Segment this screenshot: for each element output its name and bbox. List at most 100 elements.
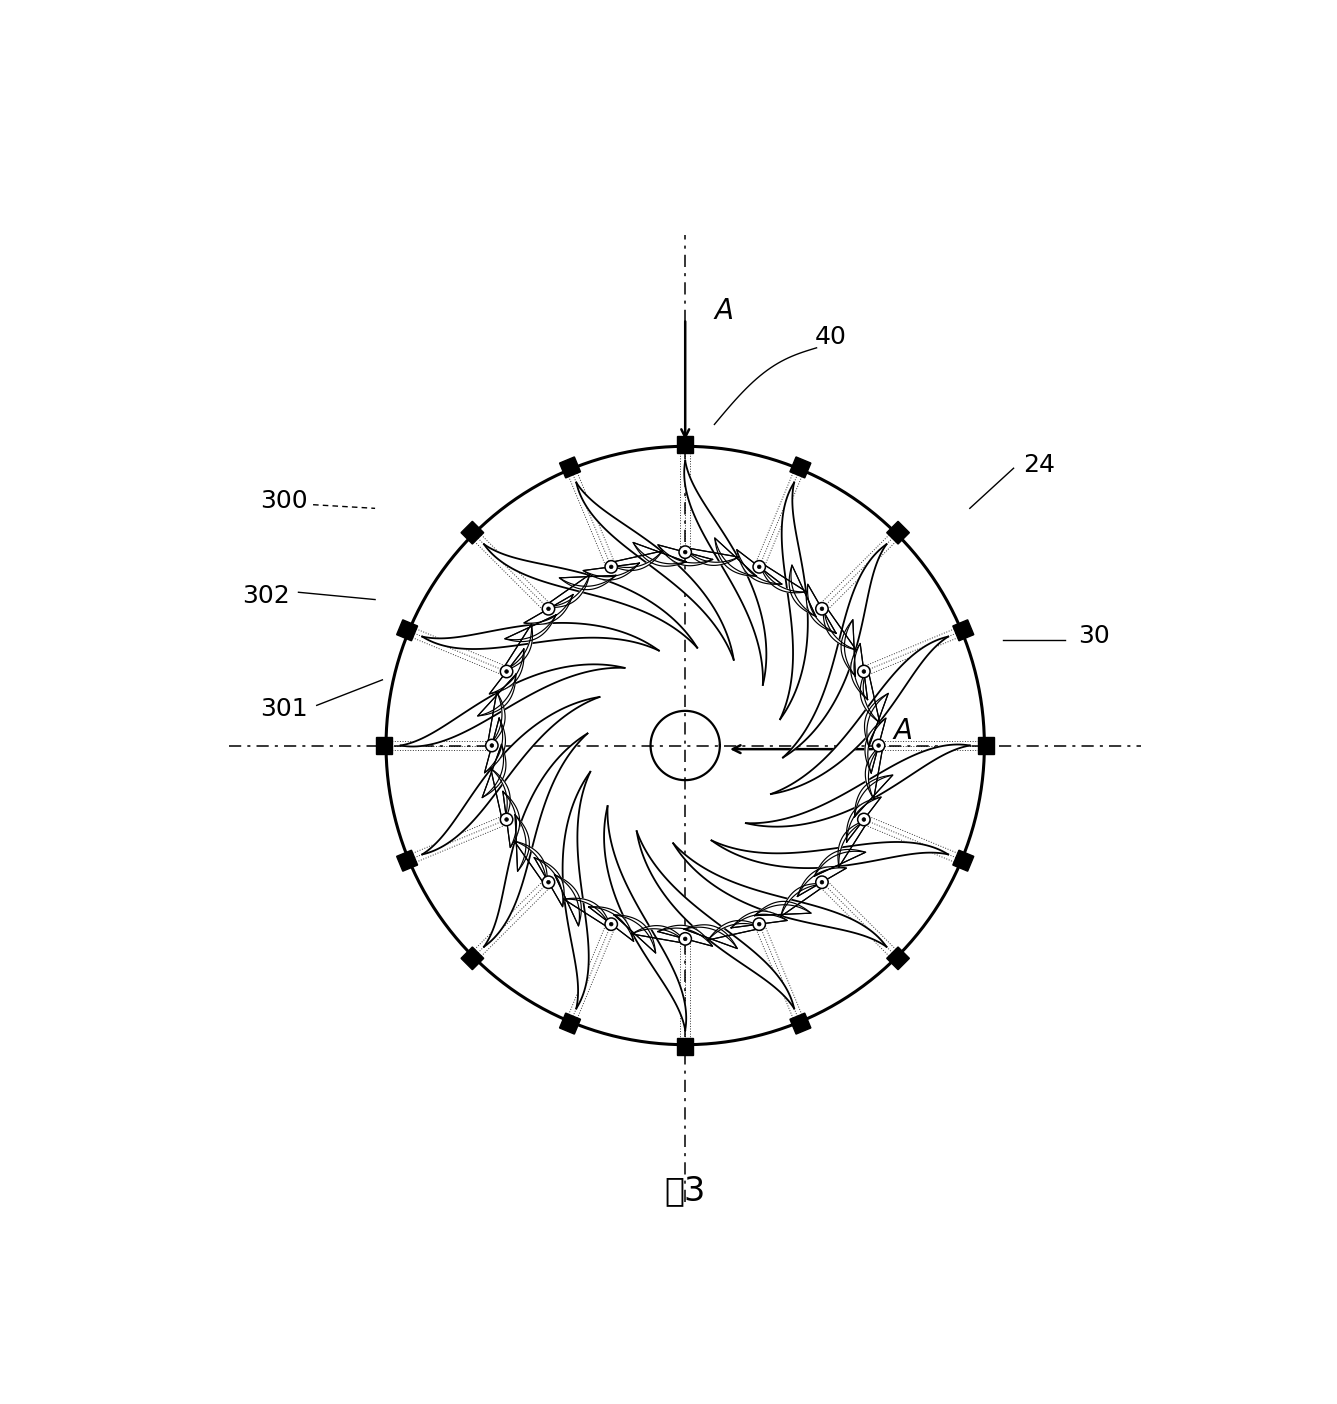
- Circle shape: [543, 602, 555, 615]
- Polygon shape: [854, 775, 893, 817]
- Circle shape: [485, 740, 499, 751]
- Polygon shape: [489, 649, 524, 694]
- Polygon shape: [886, 946, 909, 970]
- Circle shape: [505, 817, 508, 821]
- Text: A: A: [893, 717, 912, 746]
- Circle shape: [857, 665, 870, 678]
- Polygon shape: [607, 550, 662, 570]
- Polygon shape: [790, 1014, 810, 1035]
- Circle shape: [505, 670, 508, 674]
- Polygon shape: [487, 692, 505, 748]
- Polygon shape: [614, 915, 655, 953]
- Polygon shape: [850, 643, 868, 699]
- Polygon shape: [841, 619, 856, 677]
- Polygon shape: [501, 623, 532, 671]
- Polygon shape: [401, 664, 624, 747]
- Circle shape: [757, 564, 761, 569]
- Polygon shape: [583, 563, 639, 580]
- Polygon shape: [505, 615, 556, 642]
- Polygon shape: [422, 623, 659, 650]
- Polygon shape: [711, 841, 948, 868]
- Polygon shape: [604, 806, 686, 1031]
- Polygon shape: [677, 437, 694, 452]
- Polygon shape: [860, 667, 880, 723]
- Circle shape: [872, 740, 885, 751]
- Polygon shape: [634, 542, 686, 566]
- Polygon shape: [484, 545, 697, 647]
- Circle shape: [679, 546, 691, 559]
- Polygon shape: [535, 858, 564, 907]
- Text: 图3: 图3: [664, 1174, 706, 1207]
- Circle shape: [491, 744, 493, 747]
- Polygon shape: [731, 911, 787, 928]
- Polygon shape: [564, 899, 611, 929]
- Circle shape: [877, 744, 880, 747]
- Text: 302: 302: [242, 584, 290, 608]
- Circle shape: [606, 560, 618, 573]
- Circle shape: [500, 665, 513, 678]
- Polygon shape: [677, 1039, 694, 1054]
- Polygon shape: [685, 461, 766, 685]
- Circle shape: [862, 817, 865, 821]
- Polygon shape: [781, 883, 828, 917]
- Circle shape: [610, 922, 614, 927]
- Polygon shape: [783, 545, 886, 758]
- Polygon shape: [503, 792, 520, 848]
- Polygon shape: [886, 521, 909, 543]
- Polygon shape: [759, 562, 806, 592]
- Polygon shape: [797, 866, 846, 896]
- Polygon shape: [491, 768, 511, 824]
- Polygon shape: [674, 844, 886, 946]
- Circle shape: [862, 670, 865, 674]
- Polygon shape: [397, 851, 417, 870]
- Polygon shape: [543, 574, 590, 608]
- Polygon shape: [555, 875, 582, 925]
- Text: 301: 301: [261, 696, 308, 722]
- Polygon shape: [683, 548, 738, 566]
- Polygon shape: [685, 925, 737, 949]
- Polygon shape: [838, 820, 869, 866]
- Circle shape: [610, 564, 614, 569]
- Text: A: A: [714, 298, 734, 326]
- Polygon shape: [461, 946, 484, 970]
- Polygon shape: [636, 831, 794, 1008]
- Circle shape: [753, 918, 765, 931]
- Circle shape: [820, 607, 824, 611]
- Polygon shape: [824, 604, 856, 650]
- Polygon shape: [588, 907, 634, 941]
- Circle shape: [857, 813, 870, 826]
- Polygon shape: [658, 925, 713, 946]
- Polygon shape: [979, 737, 995, 754]
- Polygon shape: [846, 797, 881, 842]
- Polygon shape: [790, 456, 810, 477]
- Polygon shape: [658, 545, 713, 566]
- Polygon shape: [477, 674, 516, 716]
- Circle shape: [606, 918, 618, 931]
- Polygon shape: [746, 744, 969, 827]
- Circle shape: [679, 932, 691, 945]
- Polygon shape: [779, 483, 808, 719]
- Polygon shape: [754, 901, 812, 915]
- Polygon shape: [560, 456, 580, 477]
- Text: 300: 300: [261, 489, 308, 512]
- Polygon shape: [484, 719, 505, 772]
- Polygon shape: [953, 619, 973, 640]
- Circle shape: [757, 922, 761, 927]
- Polygon shape: [560, 1014, 580, 1035]
- Polygon shape: [559, 576, 616, 590]
- Polygon shape: [484, 733, 587, 946]
- Polygon shape: [397, 619, 417, 640]
- Polygon shape: [461, 521, 484, 543]
- Circle shape: [816, 602, 828, 615]
- Text: 40: 40: [816, 324, 848, 348]
- Circle shape: [547, 607, 551, 611]
- Circle shape: [753, 560, 765, 573]
- Polygon shape: [524, 595, 574, 625]
- Polygon shape: [576, 483, 734, 660]
- Polygon shape: [865, 694, 888, 747]
- Circle shape: [820, 880, 824, 885]
- Polygon shape: [483, 744, 505, 797]
- Polygon shape: [515, 841, 547, 887]
- Text: 30: 30: [1078, 623, 1110, 649]
- Polygon shape: [737, 549, 782, 584]
